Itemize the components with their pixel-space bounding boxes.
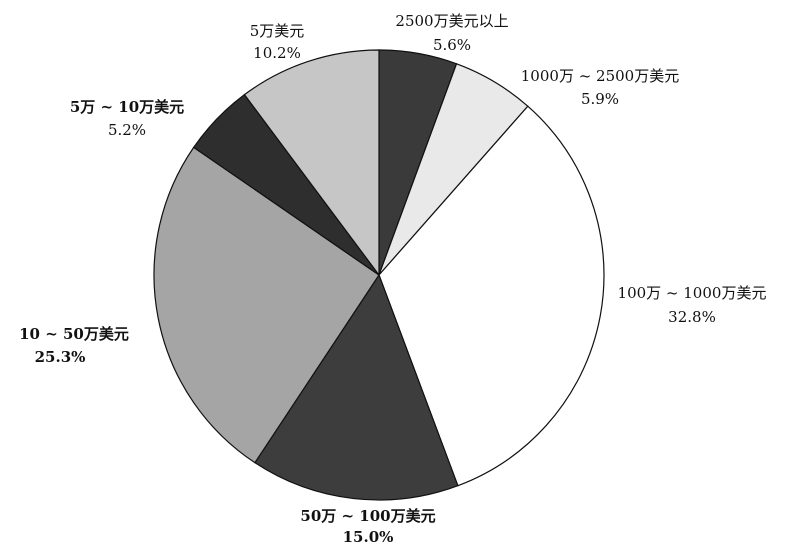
pie-slice-5 (243, 49, 380, 277)
slice-value-100-1000: 32.8% (668, 308, 716, 326)
slice-label-group-5: 5万美元 10.2% (250, 22, 305, 62)
slice-label-group-100-1000: 100万 ~ 1000万美元 32.8% (618, 284, 767, 326)
slice-label-group-10-50: 10 ~ 50万美元 25.3% (19, 325, 129, 366)
pie-slices (153, 49, 605, 501)
slice-label-5-10: 5万 ~ 10万美元 (70, 98, 184, 116)
slice-value-5-10: 5.2% (108, 121, 146, 139)
slice-value-50-100: 15.0% (343, 528, 394, 545)
slice-value-1000-2500: 5.9% (581, 90, 619, 108)
slice-label-100-1000: 100万 ~ 1000万美元 (618, 284, 767, 302)
pie-slice-100-1000 (378, 105, 605, 487)
slice-value-10-50: 25.3% (35, 348, 86, 366)
slice-label-group-5-10: 5万 ~ 10万美元 5.2% (70, 98, 184, 139)
slice-label-5: 5万美元 (250, 22, 305, 40)
slice-value-5: 10.2% (253, 44, 301, 62)
slice-label-50-100: 50万 ~ 100万美元 (300, 507, 435, 525)
pie-slice-10-50 (153, 146, 380, 464)
slice-label-group-50-100: 50万 ~ 100万美元 15.0% (300, 507, 435, 545)
slice-label-1000-2500: 1000万 ~ 2500万美元 (521, 67, 679, 85)
slice-label-2500-plus: 2500万美元以上 (395, 12, 508, 30)
slice-value-2500-plus: 5.6% (433, 36, 471, 54)
slice-label-group-1000-2500: 1000万 ~ 2500万美元 5.9% (521, 67, 679, 108)
pie-slice-50-100 (254, 273, 459, 501)
slice-label-group-2500-plus: 2500万美元以上 5.6% (395, 12, 508, 54)
slice-label-10-50: 10 ~ 50万美元 (19, 325, 129, 343)
